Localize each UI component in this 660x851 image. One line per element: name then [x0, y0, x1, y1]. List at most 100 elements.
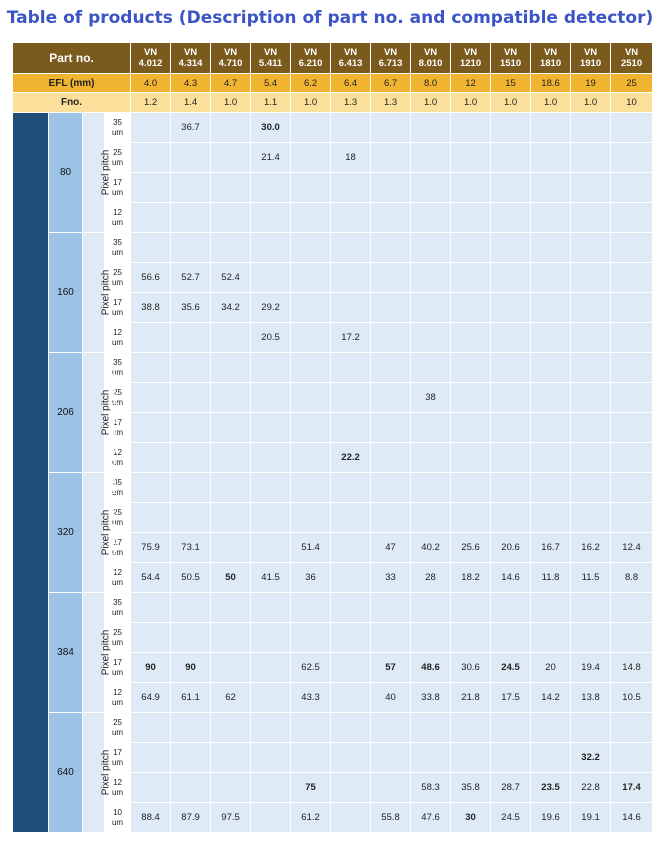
table-row: 206 Pixel pitch 35 um [13, 352, 654, 473]
value-cell [530, 742, 572, 773]
value-cell [530, 202, 572, 233]
value-cell: 40 [370, 682, 412, 713]
value-cell [370, 742, 412, 773]
resolution-cell: 206 [48, 352, 83, 473]
part-number-row: Part no. VN 4.012 VN 4.314 VN 4.710 VN 5.411 VN 6… [11, 42, 654, 74]
pixel-pitch-value: 12 um [103, 202, 132, 233]
value-cell [290, 712, 332, 743]
value-cell: 52.4 [210, 262, 252, 293]
value-cell [290, 112, 332, 143]
pitch-line: um [111, 757, 124, 767]
value-cell [610, 412, 654, 443]
fno-label: Fno. [11, 92, 132, 113]
value-cell [610, 502, 654, 533]
value-cell [370, 382, 412, 413]
value-cell [490, 322, 532, 353]
value-cell [450, 262, 492, 293]
value-cell [490, 382, 532, 413]
pixel-pitch-value: 12 um [103, 562, 132, 593]
value-cell [610, 112, 654, 143]
part-number-line: VN [624, 47, 639, 58]
value-cell [250, 352, 292, 383]
efl-cell: 4.3 [170, 73, 212, 93]
value-cell: 38 [410, 382, 452, 413]
value-cell [330, 532, 372, 563]
value-cell: 35.6 [170, 292, 212, 323]
pitch-line: 12 [113, 687, 122, 697]
pitch-line: um [111, 817, 124, 827]
value-cell: 57 [370, 652, 412, 683]
value-cell: 21.8 [450, 682, 492, 713]
pitch-line: 35 [113, 237, 122, 247]
value-cell [370, 412, 412, 443]
value-cell: 16.2 [570, 532, 612, 563]
value-cell [130, 382, 172, 413]
pitch-line: 25 [113, 717, 122, 727]
efl-cell: 6.2 [290, 73, 332, 93]
value-cell [410, 172, 452, 203]
value-cell [250, 262, 292, 293]
value-cell [250, 742, 292, 773]
table-row: 12 um [13, 202, 654, 233]
value-cell: 36 [290, 562, 332, 593]
pitch-line: um [111, 427, 124, 437]
value-cell [330, 592, 372, 623]
value-cell [530, 262, 572, 293]
part-no-label: Part no. [11, 42, 132, 74]
pitch-line: um [111, 307, 124, 317]
value-cell [570, 472, 612, 503]
value-cell [170, 172, 212, 203]
value-cell: 16.7 [530, 532, 572, 563]
value-cell [530, 502, 572, 533]
value-cell: 48.6 [410, 652, 452, 683]
value-cell: 51.4 [290, 532, 332, 563]
value-cell [370, 502, 412, 533]
value-cell [370, 622, 412, 653]
table-row: 12 um 20.5 17.2 [13, 322, 654, 353]
fno-cell: 1.0 [570, 92, 612, 113]
value-cell [250, 382, 292, 413]
value-cell [570, 382, 612, 413]
value-cell [570, 352, 612, 383]
value-cell: 17.2 [330, 322, 372, 353]
value-cell [370, 442, 412, 473]
table-row: 640 Pixel pitch 25 um [13, 712, 654, 833]
value-cell [130, 322, 172, 353]
value-cell [490, 622, 532, 653]
value-cell: 13.8 [570, 682, 612, 713]
value-cell: 33 [370, 562, 412, 593]
pitch-line: um [111, 217, 124, 227]
value-cell: 14.2 [530, 682, 572, 713]
value-cell: 40.2 [410, 532, 452, 563]
pitch-line: 35 [113, 357, 122, 367]
pixel-pitch-value: 35 um [103, 472, 132, 503]
value-cell [570, 442, 612, 473]
value-cell [290, 502, 332, 533]
value-cell [370, 472, 412, 503]
value-cell [490, 112, 532, 143]
resolution-cell: 384 [48, 592, 83, 713]
value-cell [490, 142, 532, 173]
value-cell [170, 442, 212, 473]
part-number-line: VN [383, 47, 398, 58]
value-cell [330, 292, 372, 323]
value-cell [570, 502, 612, 533]
value-cell: 28.7 [490, 772, 532, 803]
value-cell [530, 412, 572, 443]
fno-cell: 1.3 [370, 92, 412, 113]
value-cell [250, 592, 292, 623]
pitch-line: 25 [113, 507, 122, 517]
part-number-line: 2510 [620, 58, 643, 69]
value-cell [530, 232, 572, 263]
table-row: 12 um 22.2 [13, 442, 654, 473]
value-cell [250, 682, 292, 713]
value-cell [490, 172, 532, 203]
part-number-line: 6.413 [338, 58, 363, 69]
value-cell [290, 262, 332, 293]
pitch-line: 10 [113, 807, 122, 817]
value-cell [210, 622, 252, 653]
value-cell: 43.3 [290, 682, 332, 713]
pixel-pitch-value: 25 um [103, 622, 132, 653]
fno-cell: 1.2 [130, 92, 172, 113]
value-cell: 34.2 [210, 292, 252, 323]
